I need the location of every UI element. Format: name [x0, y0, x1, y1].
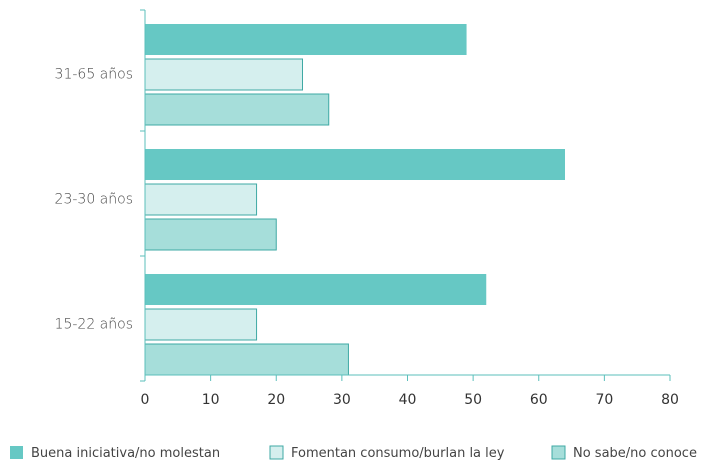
x-tick-label: 80: [661, 392, 679, 408]
x-tick-label: 60: [530, 392, 548, 408]
bar-2-23-30-a-os: [144, 183, 258, 216]
x-tick-label: 10: [202, 392, 220, 408]
legend-swatch: [10, 446, 23, 459]
bars-group: [144, 24, 565, 376]
x-tick-label: 50: [464, 392, 482, 408]
legend-label: Fomentan consumo/burlan la ley: [291, 446, 505, 461]
legend-swatch: [269, 445, 284, 460]
bar-1-31-65-a-os: [145, 24, 467, 55]
legend-swatch: [551, 445, 566, 460]
x-tick-label: 40: [399, 392, 417, 408]
bar-3-15-22-a-os: [144, 343, 349, 376]
category-labels: 31-65 años 23-30 años 15-22 años: [55, 67, 133, 333]
bar-3-23-30-a-os: [144, 218, 277, 251]
legend-label: No sabe/no conoce: [573, 446, 697, 461]
bar-2-15-22-a-os: [144, 308, 258, 341]
bar-1-23-30-a-os: [145, 149, 565, 180]
x-tick-label: 0: [141, 392, 150, 408]
category-label: 23-30 años: [55, 192, 133, 208]
legend: Buena iniciativa/no molestan Fomentan con…: [10, 445, 697, 461]
bar-3-31-65-a-os: [144, 93, 330, 126]
x-tick-label: 30: [333, 392, 351, 408]
bar-1-15-22-a-os: [145, 274, 487, 305]
x-axis-ticks: 0 10 20 30 40 50 60 70 80: [141, 375, 679, 408]
category-label: 15-22 años: [55, 317, 133, 333]
x-tick-label: 70: [595, 392, 613, 408]
category-label: 31-65 años: [55, 67, 133, 83]
bar-2-31-65-a-os: [144, 58, 303, 91]
legend-label: Buena iniciativa/no molestan: [31, 446, 220, 461]
x-tick-label: 20: [267, 392, 285, 408]
